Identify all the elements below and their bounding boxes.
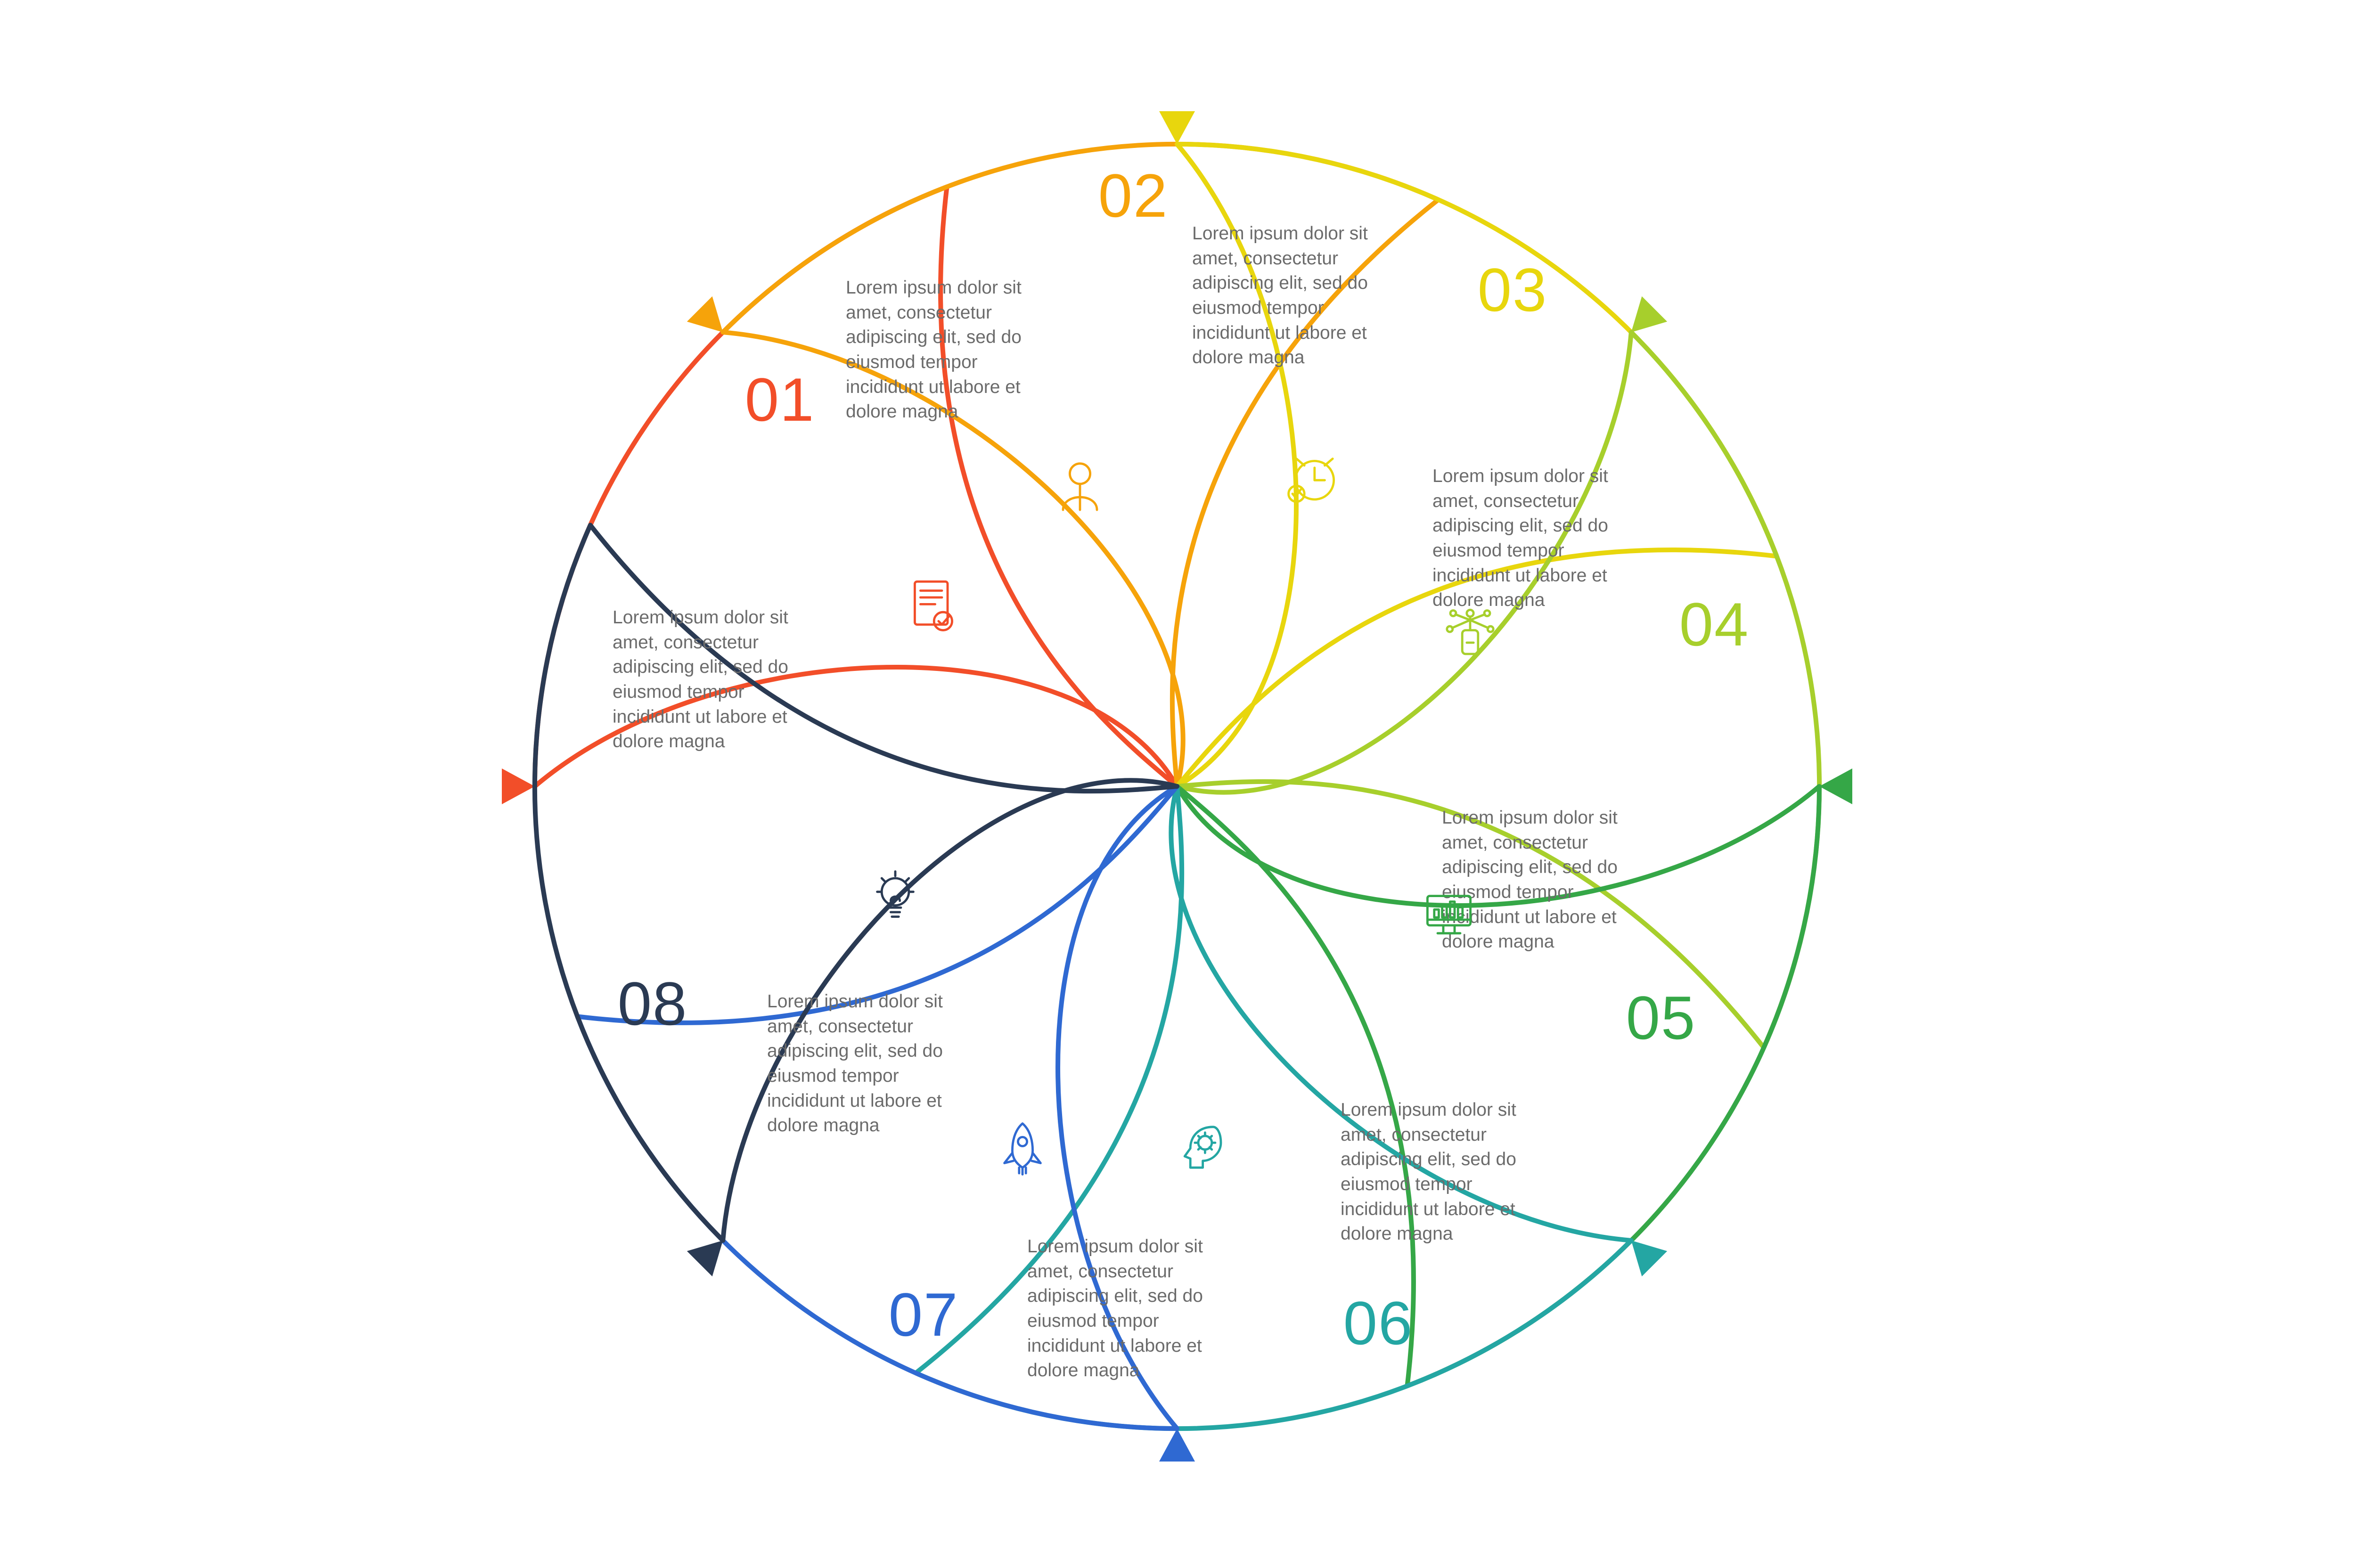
segment-number-01: 01 (745, 364, 815, 435)
segment-text-08: Lorem ipsum dolor sit amet, consectetur … (613, 605, 815, 754)
segment-number-06: 06 (1343, 1288, 1414, 1358)
person-icon (1052, 456, 1108, 512)
rocket-icon (994, 1119, 1051, 1176)
alarm-check-icon (1284, 449, 1341, 505)
infographic-stage: 01 Lorem ipsum dolor sit amet, consectetu… (0, 0, 2356, 1568)
segment-number-07: 07 (889, 1279, 959, 1350)
segment-text-05: Lorem ipsum dolor sit amet, consectetur … (1341, 1098, 1543, 1247)
segment-number-08: 08 (618, 968, 688, 1039)
segment-number-03: 03 (1478, 254, 1548, 325)
segment-number-02: 02 (1098, 160, 1169, 231)
segment-text-03: Lorem ipsum dolor sit amet, consectetur … (1432, 464, 1635, 613)
touch-network-icon (1442, 603, 1498, 660)
head-gear-icon (1176, 1119, 1232, 1176)
segment-text-07: Lorem ipsum dolor sit amet, consectetur … (767, 989, 970, 1138)
segment-text-06: Lorem ipsum dolor sit amet, consectetur … (1027, 1234, 1230, 1383)
segment-text-01: Lorem ipsum dolor sit amet, consectetur … (846, 276, 1048, 425)
segment-text-02: Lorem ipsum dolor sit amet, consectetur … (1192, 221, 1395, 370)
segment-number-04: 04 (1679, 589, 1750, 660)
document-check-icon (902, 575, 959, 631)
lightbulb-icon (867, 867, 924, 923)
segment-number-05: 05 (1626, 982, 1696, 1053)
analytics-monitor-icon (1421, 886, 1477, 942)
